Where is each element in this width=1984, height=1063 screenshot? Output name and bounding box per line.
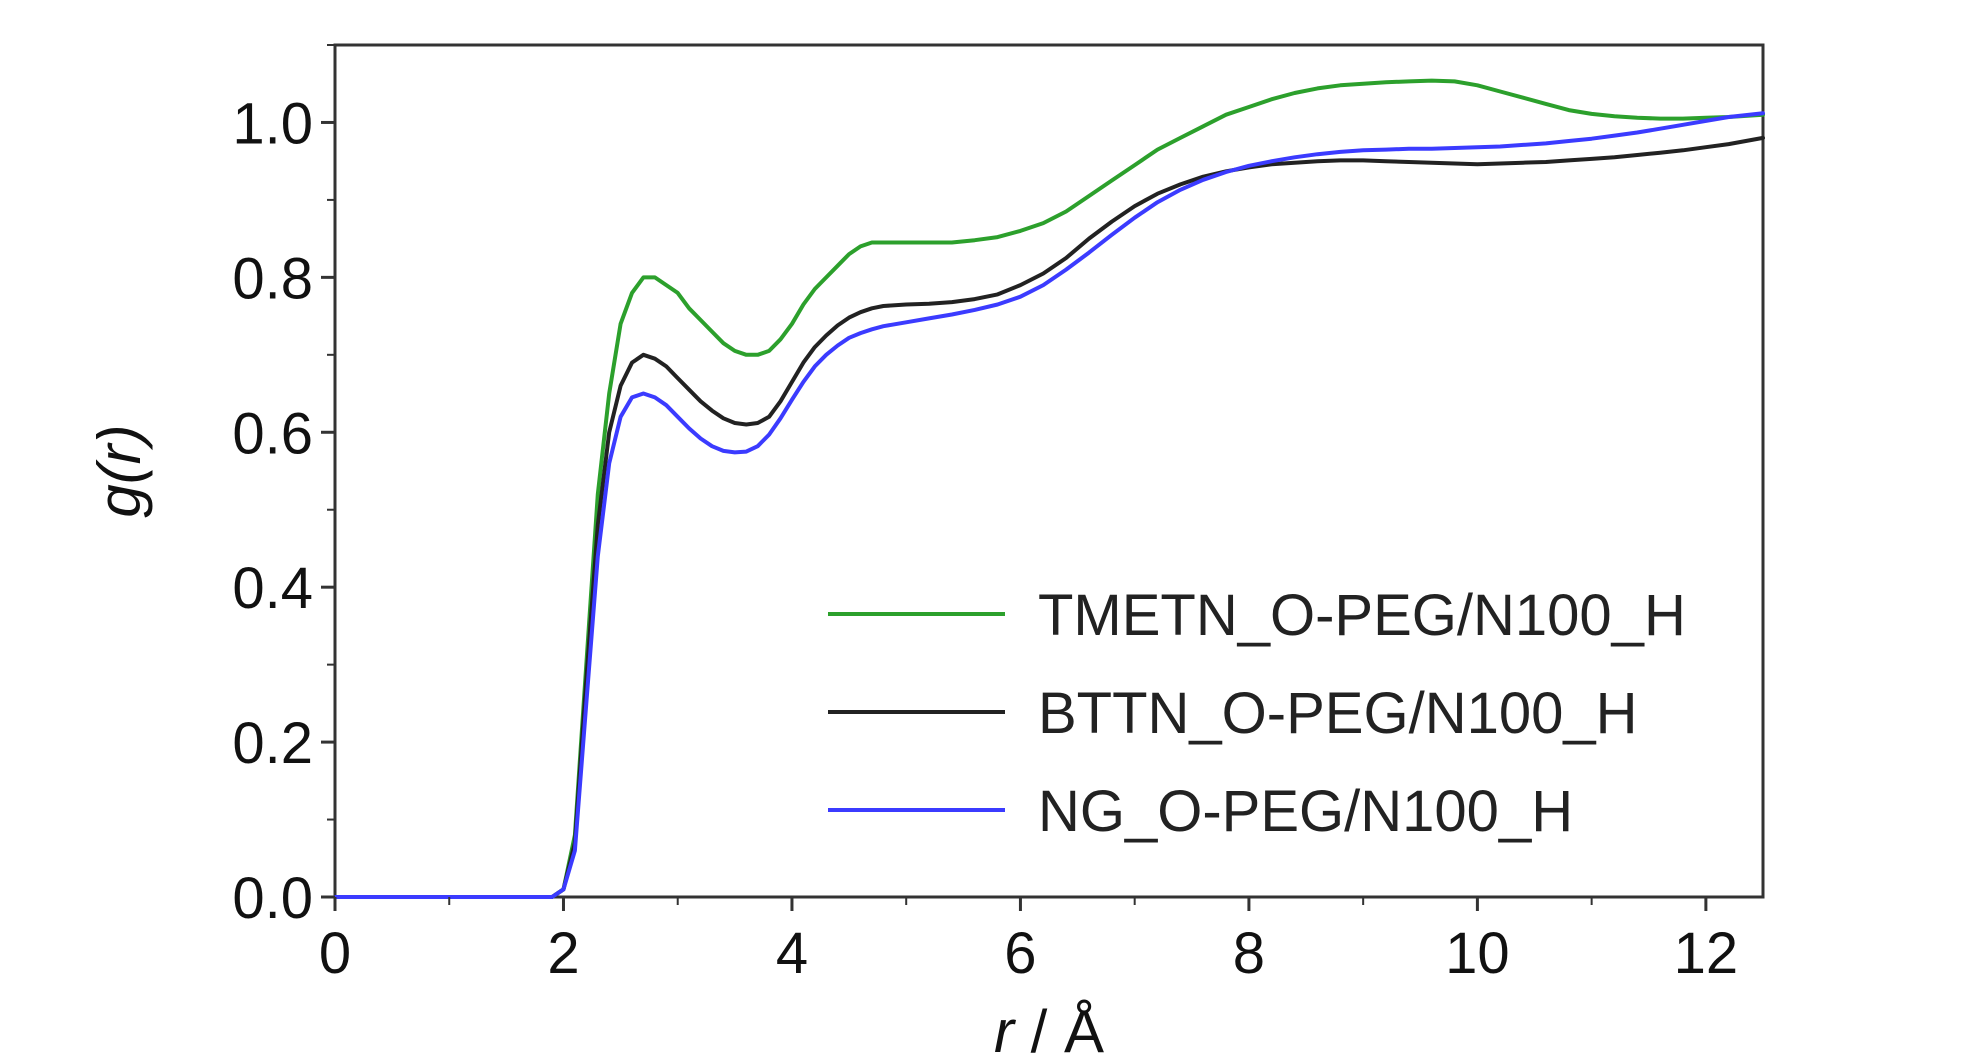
x-tick-label: 10 (1445, 921, 1510, 986)
legend-box (805, 575, 1755, 880)
x-tick-label: 12 (1674, 921, 1739, 986)
legend: TMETN_O-PEG/N100_H BTTN_O-PEG/N100_H NG_O-… (828, 583, 1686, 844)
legend-label: TMETN_O-PEG/N100_H (1038, 583, 1686, 648)
y-axis-title: g(r) (86, 424, 153, 517)
legend-label: NG_O-PEG/N100_H (1038, 779, 1573, 844)
series-line (333, 135, 1765, 899)
y-tick-label: 0.0 (232, 866, 313, 931)
series-line (333, 78, 1765, 899)
series-layer (333, 78, 1765, 899)
x-tick-label: 2 (547, 921, 579, 986)
axes-layer: 0 2 4 6 8 10 12 0.0 0.2 0.4 0.6 0.8 1.0 (232, 44, 1739, 986)
x-axis-title: r / Å (994, 998, 1104, 1063)
legend-label: BTTN_O-PEG/N100_H (1038, 681, 1638, 746)
plot-frame (333, 43, 1765, 899)
y-tick-label: 1.0 (232, 91, 313, 156)
y-tick-label: 0.6 (232, 401, 313, 466)
y-axis-variable-r: r (86, 442, 153, 464)
series-line (333, 111, 1765, 899)
y-tick-label: 0.4 (232, 556, 313, 621)
x-tick-label: 8 (1233, 921, 1265, 986)
y-tick-label: 0.2 (232, 711, 313, 776)
x-tick-label: 6 (1004, 921, 1036, 986)
x-tick-label: 4 (776, 921, 808, 986)
x-tick-label: 0 (319, 921, 351, 986)
x-axis-unit: / Å (1014, 998, 1104, 1063)
x-axis-variable: r (994, 998, 1016, 1063)
y-tick-label: 0.8 (232, 246, 313, 311)
y-axis-variable: g( (86, 458, 153, 517)
